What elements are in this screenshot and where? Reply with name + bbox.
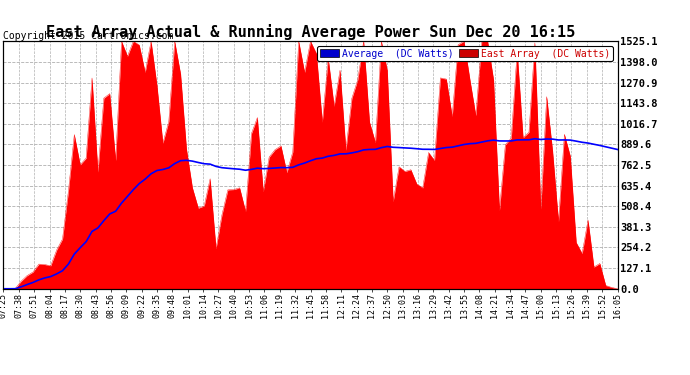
Title: East Array Actual & Running Average Power Sun Dec 20 16:15: East Array Actual & Running Average Powe… xyxy=(46,24,575,40)
Text: Copyright 2015 Cartronics.com: Copyright 2015 Cartronics.com xyxy=(3,32,174,41)
Legend: Average  (DC Watts), East Array  (DC Watts): Average (DC Watts), East Array (DC Watts… xyxy=(317,46,613,61)
